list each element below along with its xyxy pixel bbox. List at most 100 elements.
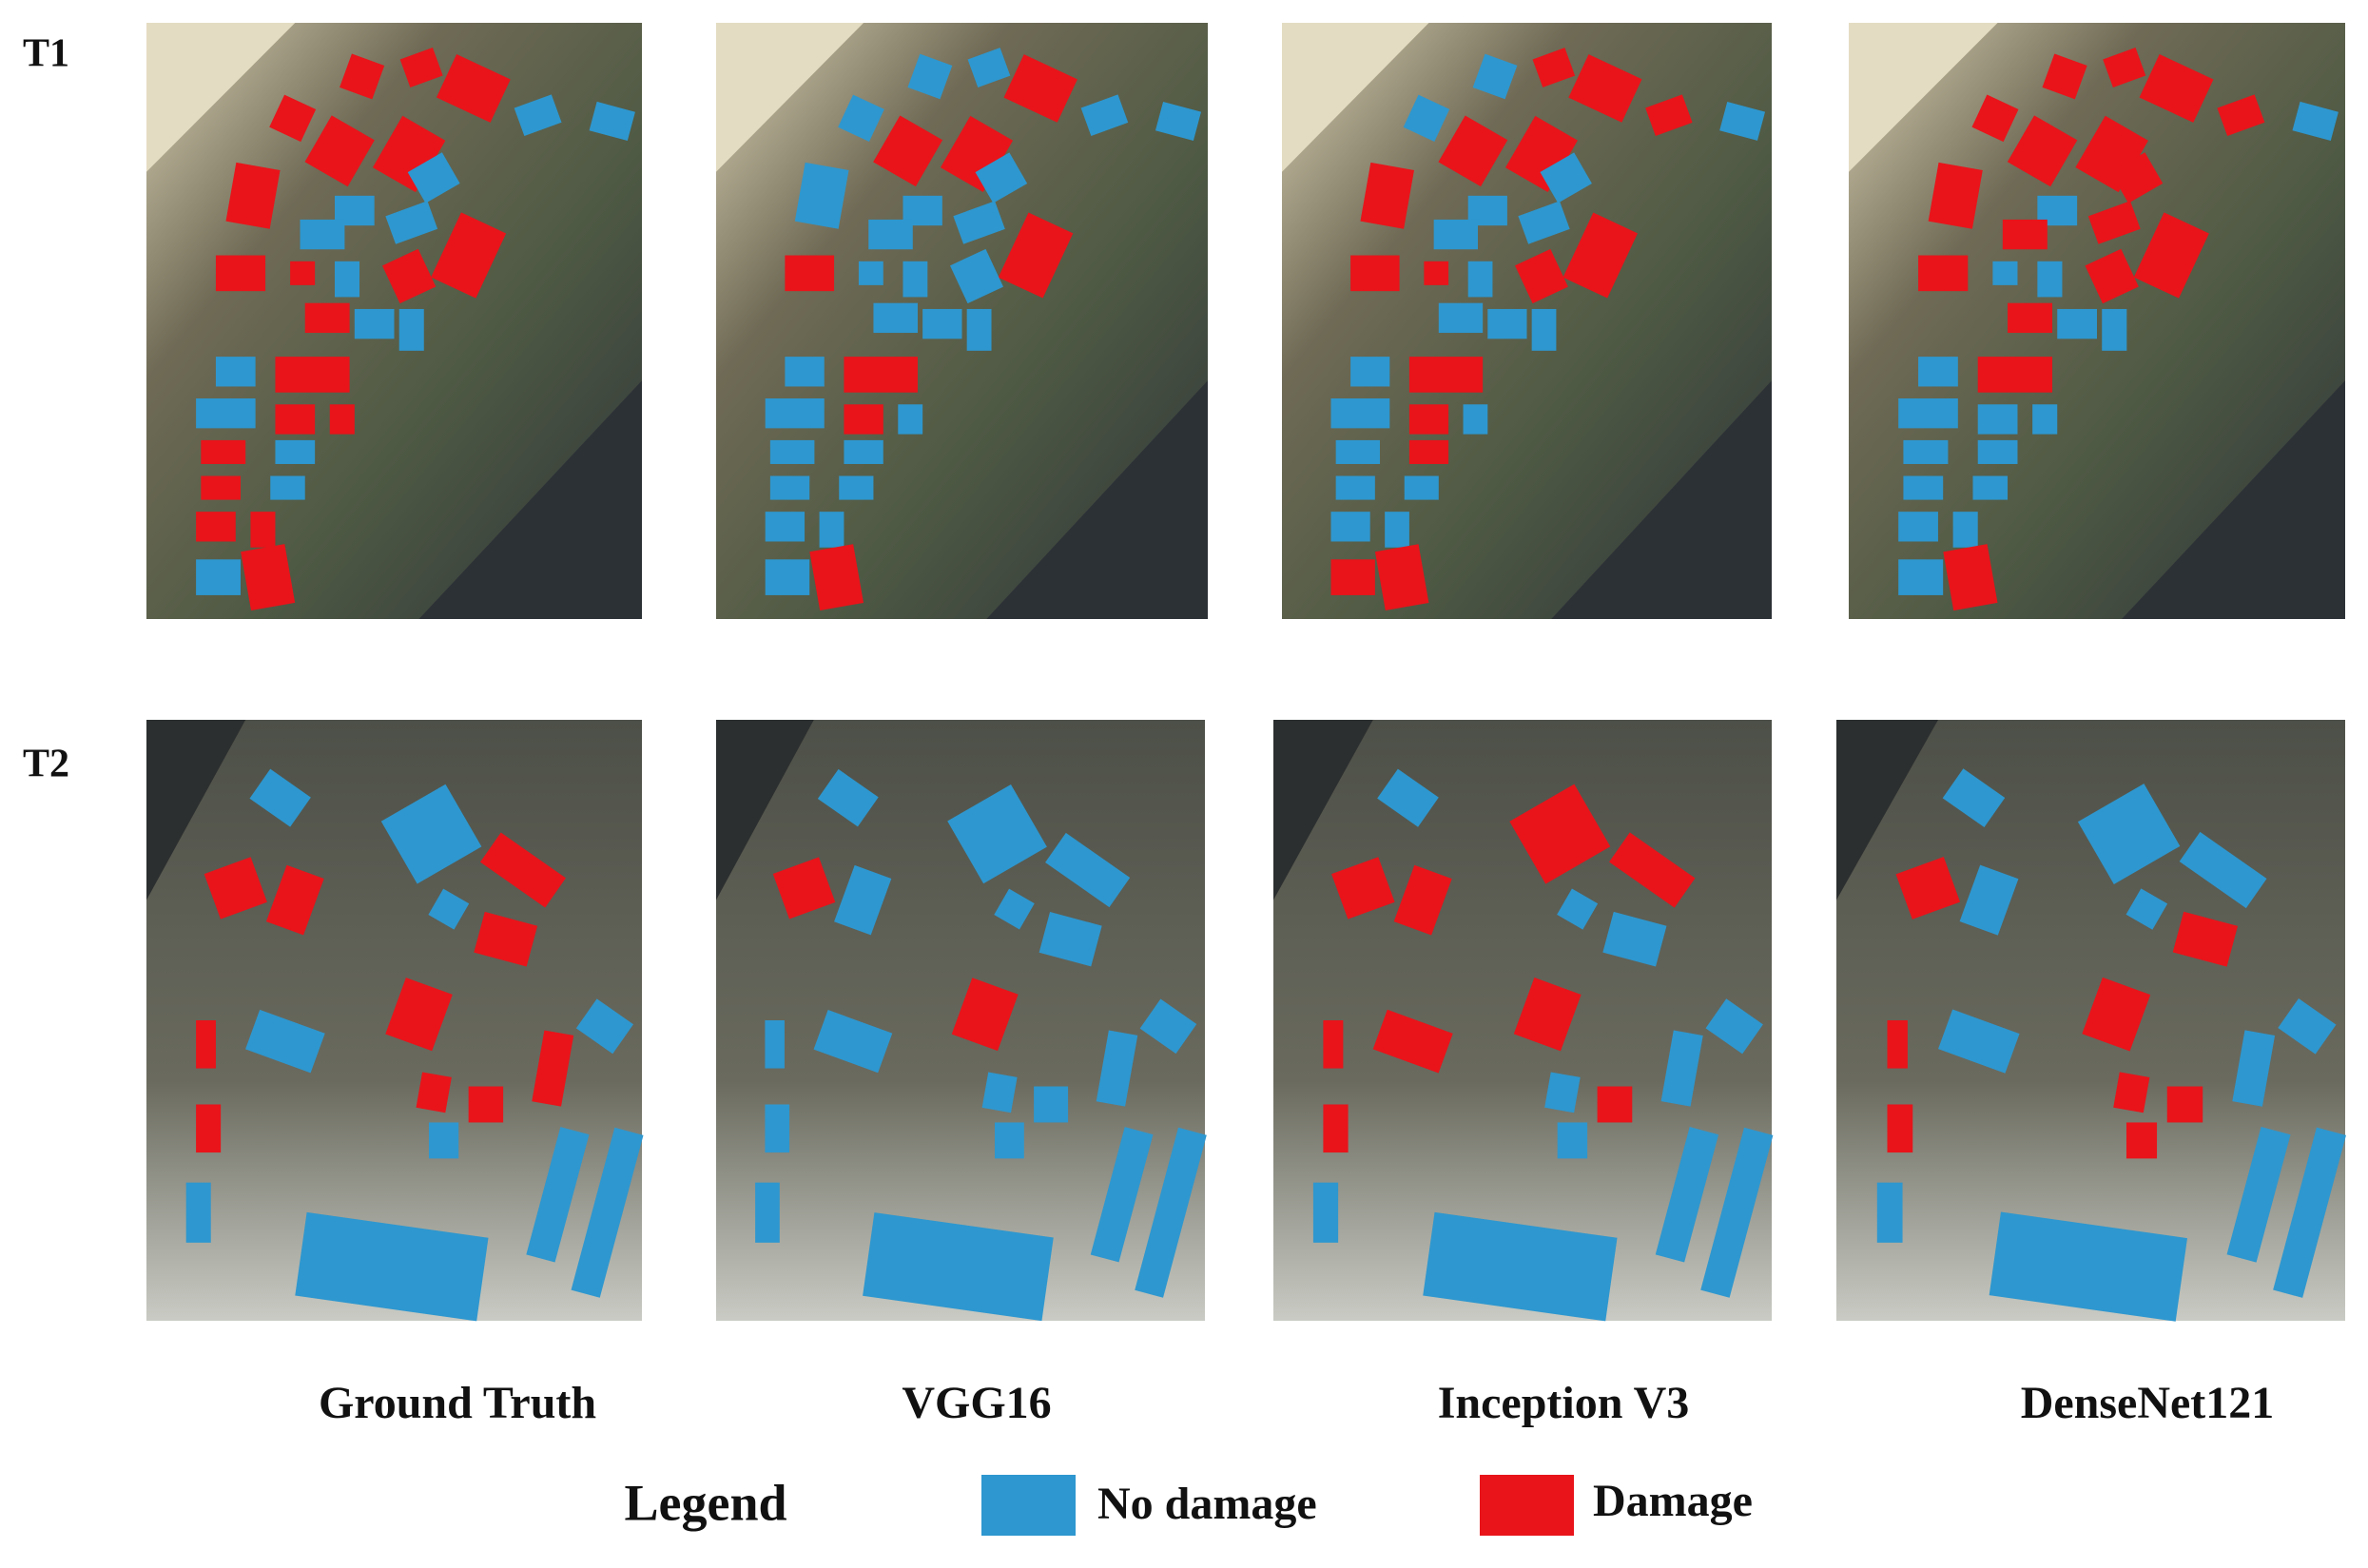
building [1597, 1086, 1633, 1123]
building [1645, 94, 1693, 136]
building [2103, 48, 2146, 88]
building [981, 1072, 1018, 1113]
building [2166, 1086, 2203, 1123]
building [1509, 784, 1611, 884]
building [1898, 398, 1958, 429]
building [809, 544, 864, 611]
column-label: VGG16 [902, 1378, 1051, 1428]
building [951, 978, 1019, 1052]
building [873, 302, 918, 334]
building [1438, 302, 1484, 334]
map-panel [716, 720, 1207, 1322]
building [834, 864, 892, 936]
building [1977, 439, 2018, 464]
building [863, 1212, 1054, 1322]
building [1918, 255, 1969, 292]
building [468, 1086, 504, 1123]
building [201, 439, 246, 464]
river [1551, 380, 1772, 619]
building [1408, 357, 1484, 393]
building [2002, 219, 2048, 250]
building [839, 475, 874, 500]
building [844, 357, 918, 393]
building [380, 784, 482, 884]
building [329, 404, 355, 435]
river [418, 380, 642, 619]
building [1887, 1020, 1908, 1069]
building [196, 512, 236, 542]
building [858, 261, 883, 285]
building [2008, 302, 2053, 334]
building [275, 357, 350, 393]
building [1992, 261, 2018, 285]
building [1487, 308, 1527, 339]
building [1943, 544, 1998, 611]
map-panel [1273, 720, 1774, 1322]
building [436, 54, 511, 123]
map-panel [1836, 720, 2346, 1322]
building [2217, 94, 2265, 137]
legend-title: Legend [624, 1474, 786, 1531]
legend-swatch [981, 1475, 1076, 1536]
building [589, 101, 635, 141]
legend-label: No damage [1097, 1479, 1317, 1529]
building [1568, 54, 1642, 123]
sand [146, 23, 296, 172]
building [1532, 48, 1576, 87]
water [716, 720, 814, 900]
building [526, 1127, 590, 1263]
building [2172, 911, 2239, 967]
building [2226, 1126, 2291, 1263]
building [2042, 53, 2087, 100]
building [1518, 201, 1570, 244]
building [215, 357, 256, 387]
map-panel [1282, 23, 1772, 619]
building [769, 475, 810, 500]
building [428, 888, 470, 930]
building [340, 53, 385, 100]
building [407, 152, 460, 203]
building [250, 512, 276, 548]
building [1705, 998, 1763, 1055]
building [1034, 1086, 1069, 1123]
building [1903, 439, 1949, 464]
building [794, 162, 849, 229]
building [1540, 152, 1592, 203]
building [1385, 512, 1409, 548]
building [1331, 857, 1395, 920]
row-label: T1 [23, 32, 69, 76]
building [1938, 1009, 2020, 1074]
building [2075, 115, 2148, 193]
building [1350, 357, 1390, 387]
building [1903, 475, 1944, 500]
building [922, 308, 962, 339]
building [1045, 832, 1131, 908]
building [431, 212, 507, 299]
building [994, 1122, 1024, 1159]
building [2110, 152, 2164, 203]
building [275, 439, 316, 464]
building [1977, 357, 2053, 393]
building [1330, 512, 1370, 542]
building [765, 559, 810, 595]
building [1971, 94, 2019, 143]
building [844, 439, 883, 464]
building [1531, 308, 1557, 351]
building [290, 261, 316, 285]
building [1408, 404, 1449, 435]
building [1377, 768, 1439, 827]
building [1360, 162, 1414, 229]
building [949, 248, 1004, 304]
building [1155, 101, 1202, 141]
building [1372, 1009, 1453, 1074]
building [769, 439, 815, 464]
building [2179, 831, 2267, 909]
column-label: Ground Truth [319, 1378, 596, 1428]
building [398, 308, 424, 351]
building [1898, 512, 1938, 542]
building [1038, 911, 1102, 967]
building [2082, 977, 2151, 1052]
building [2133, 212, 2209, 299]
building [765, 1020, 785, 1069]
